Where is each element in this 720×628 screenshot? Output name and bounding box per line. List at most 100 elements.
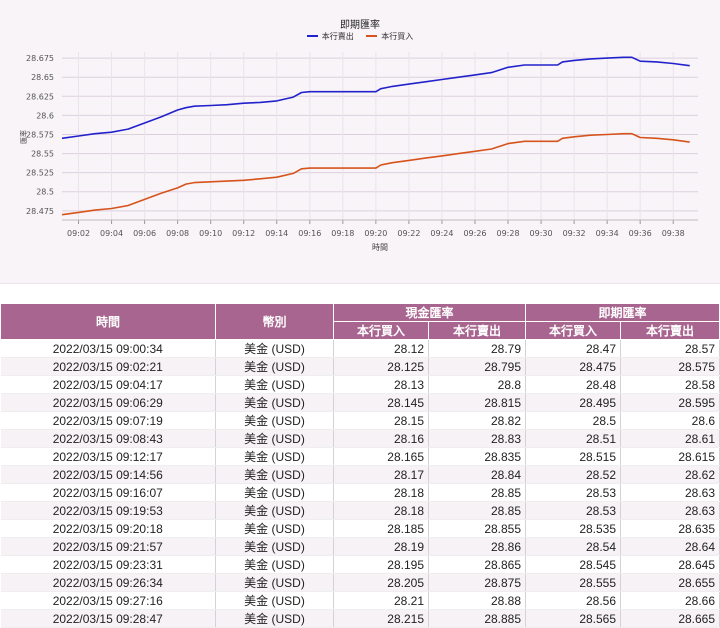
cash-buy-cell: 28.215 (333, 609, 429, 628)
currency-cell: 美金 (USD) (215, 519, 334, 538)
header-spot-buy[interactable]: 本行買入 (525, 321, 622, 340)
cash-buy-cell: 28.15 (333, 411, 429, 430)
cash-buy-cell: 28.125 (333, 357, 429, 376)
x-tick-label: 09:10 (199, 229, 222, 238)
x-tick-label: 09:02 (67, 229, 90, 238)
table-row: 2022/03/15 09:28:47 美金 (USD) 28.215 28.885 2… (0, 609, 720, 628)
y-tick-label: 28.55 (31, 150, 54, 159)
table-row: 2022/03/15 09:04:17 美金 (USD) 28.13 28.8 28.4… (0, 375, 720, 394)
currency-cell: 美金 (USD) (215, 393, 334, 412)
spot-buy-cell: 28.5 (525, 411, 622, 430)
cash-buy-cell: 28.12 (333, 339, 429, 358)
x-tick-label: 09:30 (530, 229, 553, 238)
time-cell: 2022/03/15 09:28:47 (0, 609, 216, 628)
spot-sell-cell: 28.655 (620, 573, 720, 592)
y-tick-label: 28.65 (31, 73, 54, 82)
table-row: 2022/03/15 09:07:19 美金 (USD) 28.15 28.82 28.… (0, 411, 720, 430)
spot-buy-cell: 28.52 (525, 465, 622, 484)
currency-cell: 美金 (USD) (215, 591, 334, 610)
cash-sell-cell: 28.885 (428, 609, 527, 628)
table-row: 2022/03/15 09:26:34 美金 (USD) 28.205 28.875 2… (0, 573, 720, 592)
spot-sell-cell: 28.615 (620, 447, 720, 466)
spot-buy-cell: 28.56 (525, 591, 622, 610)
y-tick-label: 28.675 (26, 54, 54, 63)
y-tick-label: 28.475 (26, 207, 54, 216)
header-cash-rate: 現金匯率 (332, 303, 527, 322)
cash-buy-cell: 28.195 (333, 555, 429, 574)
legend-item-sell[interactable]: 本行賣出 (306, 31, 354, 42)
spot-buy-cell: 28.51 (525, 429, 622, 448)
cash-buy-cell: 28.13 (333, 375, 429, 394)
cash-buy-cell: 28.145 (333, 393, 429, 412)
spot-buy-cell: 28.555 (525, 573, 622, 592)
legend-swatch-buy (366, 35, 378, 37)
spot-buy-cell: 28.565 (525, 609, 622, 628)
header-currency[interactable]: 幣別 (215, 303, 334, 340)
time-cell: 2022/03/15 09:06:29 (0, 393, 216, 412)
currency-cell: 美金 (USD) (215, 357, 334, 376)
currency-cell: 美金 (USD) (215, 537, 334, 556)
chart-title: 即期匯率 (340, 20, 380, 31)
spot-sell-cell: 28.63 (620, 501, 720, 520)
cash-sell-cell: 28.795 (428, 357, 527, 376)
series-line-0 (61, 56, 690, 140)
cash-sell-cell: 28.855 (428, 519, 527, 538)
rate-history-table: 時間 幣別 現金匯率 即期匯率 本行買入 本行賣出 本行買入 本行賣出 2022… (0, 303, 720, 628)
time-cell: 2022/03/15 09:00:34 (0, 339, 216, 358)
table-row: 2022/03/15 09:27:16 美金 (USD) 28.21 28.88 28.… (0, 591, 720, 610)
legend-item-buy[interactable]: 本行買入 (366, 31, 413, 42)
table-row: 2022/03/15 09:14:56 美金 (USD) 28.17 28.84 28.… (0, 465, 720, 484)
table-row: 2022/03/15 09:21:57 美金 (USD) 28.19 28.86 28.… (0, 537, 720, 556)
x-tick-label: 09:38 (662, 229, 685, 238)
header-cash-buy[interactable]: 本行買入 (333, 321, 429, 340)
currency-cell: 美金 (USD) (215, 447, 334, 466)
header-time[interactable]: 時間 (0, 303, 216, 340)
legend-label-sell: 本行賣出 (321, 31, 354, 41)
time-cell: 2022/03/15 09:14:56 (0, 465, 216, 484)
currency-cell: 美金 (USD) (215, 573, 334, 592)
spot-sell-cell: 28.61 (620, 429, 720, 448)
currency-cell: 美金 (USD) (215, 555, 334, 574)
spot-sell-cell: 28.62 (620, 465, 720, 484)
cash-buy-cell: 28.17 (333, 465, 429, 484)
table-row: 2022/03/15 09:16:07 美金 (USD) 28.18 28.85 28.… (0, 483, 720, 502)
spot-buy-cell: 28.515 (525, 447, 622, 466)
cash-buy-cell: 28.16 (333, 429, 429, 448)
time-cell: 2022/03/15 09:23:31 (0, 555, 216, 574)
x-tick-label: 09:26 (463, 229, 486, 238)
x-tick-label: 09:08 (166, 229, 189, 238)
cash-sell-cell: 28.865 (428, 555, 527, 574)
time-cell: 2022/03/15 09:12:17 (0, 447, 216, 466)
header-spot-rate: 即期匯率 (525, 303, 720, 322)
spot-sell-cell: 28.645 (620, 555, 720, 574)
x-axis-title: 時間 (372, 243, 388, 252)
spot-buy-cell: 28.54 (525, 537, 622, 556)
table-row: 2022/03/15 09:20:18 美金 (USD) 28.185 28.855 2… (0, 519, 720, 538)
cash-sell-cell: 28.815 (428, 393, 527, 412)
x-tick-label: 09:06 (133, 229, 156, 238)
exchange-rate-chart: 28.475 28.5 28.525 28.55 28.575 28.6 28.625 28.… (0, 0, 720, 284)
time-cell: 2022/03/15 09:16:07 (0, 483, 216, 502)
header-cash-sell[interactable]: 本行賣出 (427, 321, 527, 340)
table-row: 2022/03/15 09:23:31 美金 (USD) 28.195 28.865 2… (0, 555, 720, 574)
cash-buy-cell: 28.18 (333, 501, 429, 520)
spot-sell-cell: 28.665 (620, 609, 720, 628)
cash-buy-cell: 28.185 (333, 519, 429, 538)
spot-sell-cell: 28.57 (620, 339, 720, 358)
x-tick-label: 09:28 (496, 229, 519, 238)
cash-buy-cell: 28.18 (333, 483, 429, 502)
time-cell: 2022/03/15 09:04:17 (0, 375, 216, 394)
table-row: 2022/03/15 09:02:21 美金 (USD) 28.125 28.795 2… (0, 357, 720, 376)
legend-swatch-sell (306, 35, 318, 37)
x-tick-label: 09:20 (364, 229, 387, 238)
currency-cell: 美金 (USD) (215, 609, 334, 628)
x-tick-label: 09:18 (331, 229, 354, 238)
currency-cell: 美金 (USD) (215, 429, 334, 448)
x-tick-label: 09:16 (298, 229, 321, 238)
cash-sell-cell: 28.85 (428, 483, 527, 502)
x-tick-label: 09:36 (629, 229, 652, 238)
spot-sell-cell: 28.575 (620, 357, 720, 376)
x-tick-label: 09:14 (265, 229, 288, 238)
header-spot-sell[interactable]: 本行賣出 (620, 321, 720, 340)
cash-sell-cell: 28.875 (428, 573, 527, 592)
